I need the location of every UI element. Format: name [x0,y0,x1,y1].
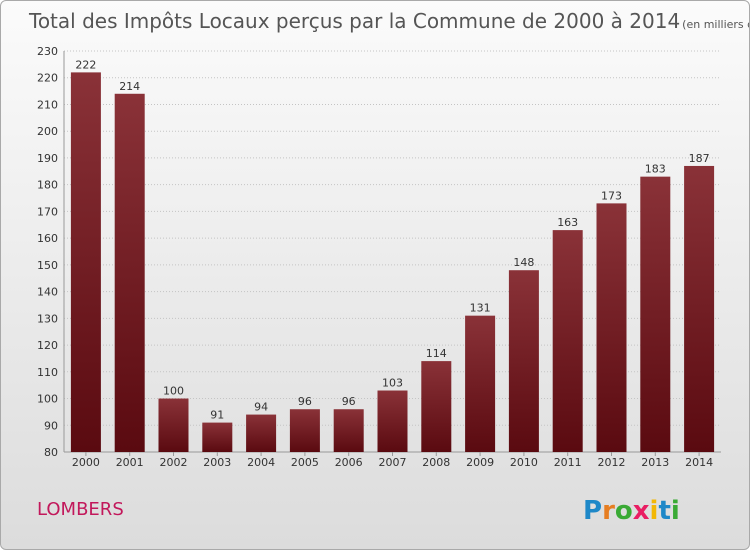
x-tick-label: 2011 [554,456,582,469]
value-label: 222 [75,58,96,71]
y-tick-label: 110 [37,366,58,379]
logo-letter: P [583,496,602,526]
y-tick-label: 130 [37,312,58,325]
bar-2005 [289,409,320,452]
value-label: 96 [298,395,312,408]
y-tick-label: 200 [37,125,58,138]
bar-2000 [70,72,101,453]
chart-title: Total des Impôts Locaux perçus par la Co… [28,9,749,33]
logo-letter: t [658,496,670,526]
value-label: 96 [342,395,356,408]
value-label: 214 [119,80,140,93]
x-tick-label: 2005 [291,456,319,469]
bar-2002 [158,398,189,452]
x-tick-label: 2008 [422,456,450,469]
y-tick-label: 80 [44,446,58,459]
value-label: 100 [163,385,184,398]
y-tick-label: 230 [37,45,58,58]
x-tick-label: 2003 [203,456,231,469]
bar-2009 [465,315,496,452]
y-tick-label: 90 [44,419,58,432]
chart-unit-note: (en milliers d'€) [682,18,749,31]
value-label: 131 [470,302,491,315]
y-tick-label: 180 [37,179,58,192]
bar-2013 [640,176,671,452]
y-tick-label: 120 [37,339,58,352]
value-label: 173 [601,189,622,202]
logo-letter: r [602,496,615,526]
value-label: 187 [689,152,710,165]
y-tick-label: 160 [37,232,58,245]
logo-letter: o [615,496,633,526]
y-tick-label: 170 [37,205,58,218]
y-tick-label: 100 [37,393,58,406]
y-tick-label: 210 [37,98,58,111]
y-tick-label: 190 [37,152,58,165]
y-tick-label: 150 [37,259,58,272]
bar-2004 [246,414,277,452]
bar-2010 [508,270,539,452]
bar-2003 [202,422,233,452]
x-axis-ticks: 2000 2001 2002 2003 2004 2005 2006 2007 2008 2009… [72,452,713,469]
logo-letter: i [671,496,680,526]
value-label: 114 [426,347,447,360]
x-tick-label: 2002 [160,456,188,469]
x-tick-label: 2006 [335,456,363,469]
y-tick-label: 140 [37,286,58,299]
x-tick-label: 2012 [598,456,626,469]
x-tick-label: 2001 [116,456,144,469]
bars [70,72,715,453]
logo-letter: x [633,496,650,526]
x-tick-label: 2014 [685,456,713,469]
y-tick-label: 220 [37,72,58,85]
x-tick-label: 2013 [641,456,669,469]
x-tick-label: 2010 [510,456,538,469]
bar-2006 [333,409,364,452]
x-tick-label: 2004 [247,456,275,469]
value-label: 163 [557,216,578,229]
bar-2008 [421,361,452,452]
x-tick-label: 2000 [72,456,100,469]
y-axis-ticks: 80 90 100 110 120 130 140 150 160 170 180 190 200 210… [37,45,58,459]
bar-2001 [114,93,145,453]
commune-name: LOMBERS [37,499,124,520]
x-tick-label: 2007 [379,456,407,469]
logo-letter: i [650,496,659,526]
value-label: 91 [210,409,224,422]
chart-title-text: Total des Impôts Locaux perçus par la Co… [28,9,680,33]
value-label: 148 [513,256,534,269]
bar-2014 [684,165,715,452]
value-label: 94 [254,401,268,414]
value-label: 103 [382,377,403,390]
proxiti-logo: Proxiti [583,496,680,526]
value-label: 183 [645,163,666,176]
bar-2007 [377,390,408,452]
bar-2012 [596,203,627,452]
x-tick-label: 2009 [466,456,494,469]
value-labels: 222 214 100 91 94 96 96 103 114 131 148 163 173 183 18… [75,58,709,421]
bar-2011 [552,230,583,452]
